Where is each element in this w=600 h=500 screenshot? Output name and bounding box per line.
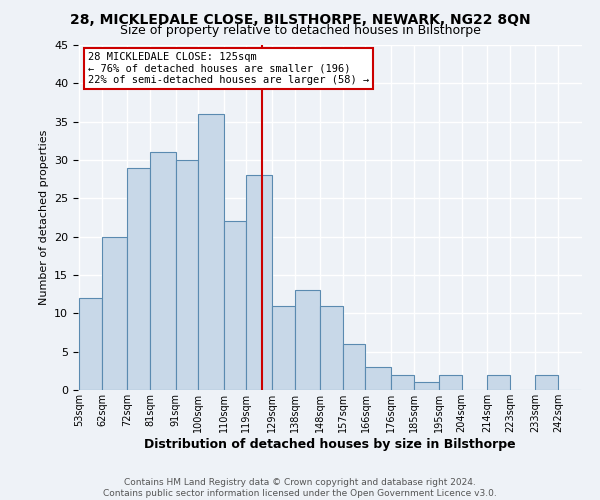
Bar [247, 176, 272, 390]
Text: Contains HM Land Registry data © Crown copyright and database right 2024.
Contai: Contains HM Land Registry data © Crown c… [103, 478, 497, 498]
Bar [413, 382, 439, 390]
Text: Size of property relative to detached houses in Bilsthorpe: Size of property relative to detached ho… [119, 24, 481, 37]
Bar [150, 152, 176, 390]
Text: 28, MICKLEDALE CLOSE, BILSTHORPE, NEWARK, NG22 8QN: 28, MICKLEDALE CLOSE, BILSTHORPE, NEWARK… [70, 12, 530, 26]
Bar [391, 374, 413, 390]
Bar [487, 374, 510, 390]
Text: 28 MICKLEDALE CLOSE: 125sqm
← 76% of detached houses are smaller (196)
22% of se: 28 MICKLEDALE CLOSE: 125sqm ← 76% of det… [88, 52, 370, 85]
X-axis label: Distribution of detached houses by size in Bilsthorpe: Distribution of detached houses by size … [144, 438, 516, 450]
Bar [320, 306, 343, 390]
Bar [102, 236, 127, 390]
Bar [127, 168, 150, 390]
Bar [343, 344, 365, 390]
Bar [535, 374, 558, 390]
Bar [295, 290, 320, 390]
Y-axis label: Number of detached properties: Number of detached properties [38, 130, 49, 305]
Bar [79, 298, 102, 390]
Bar [272, 306, 295, 390]
Bar [365, 367, 391, 390]
Bar [224, 222, 247, 390]
Bar [439, 374, 461, 390]
Bar [199, 114, 224, 390]
Bar [176, 160, 199, 390]
